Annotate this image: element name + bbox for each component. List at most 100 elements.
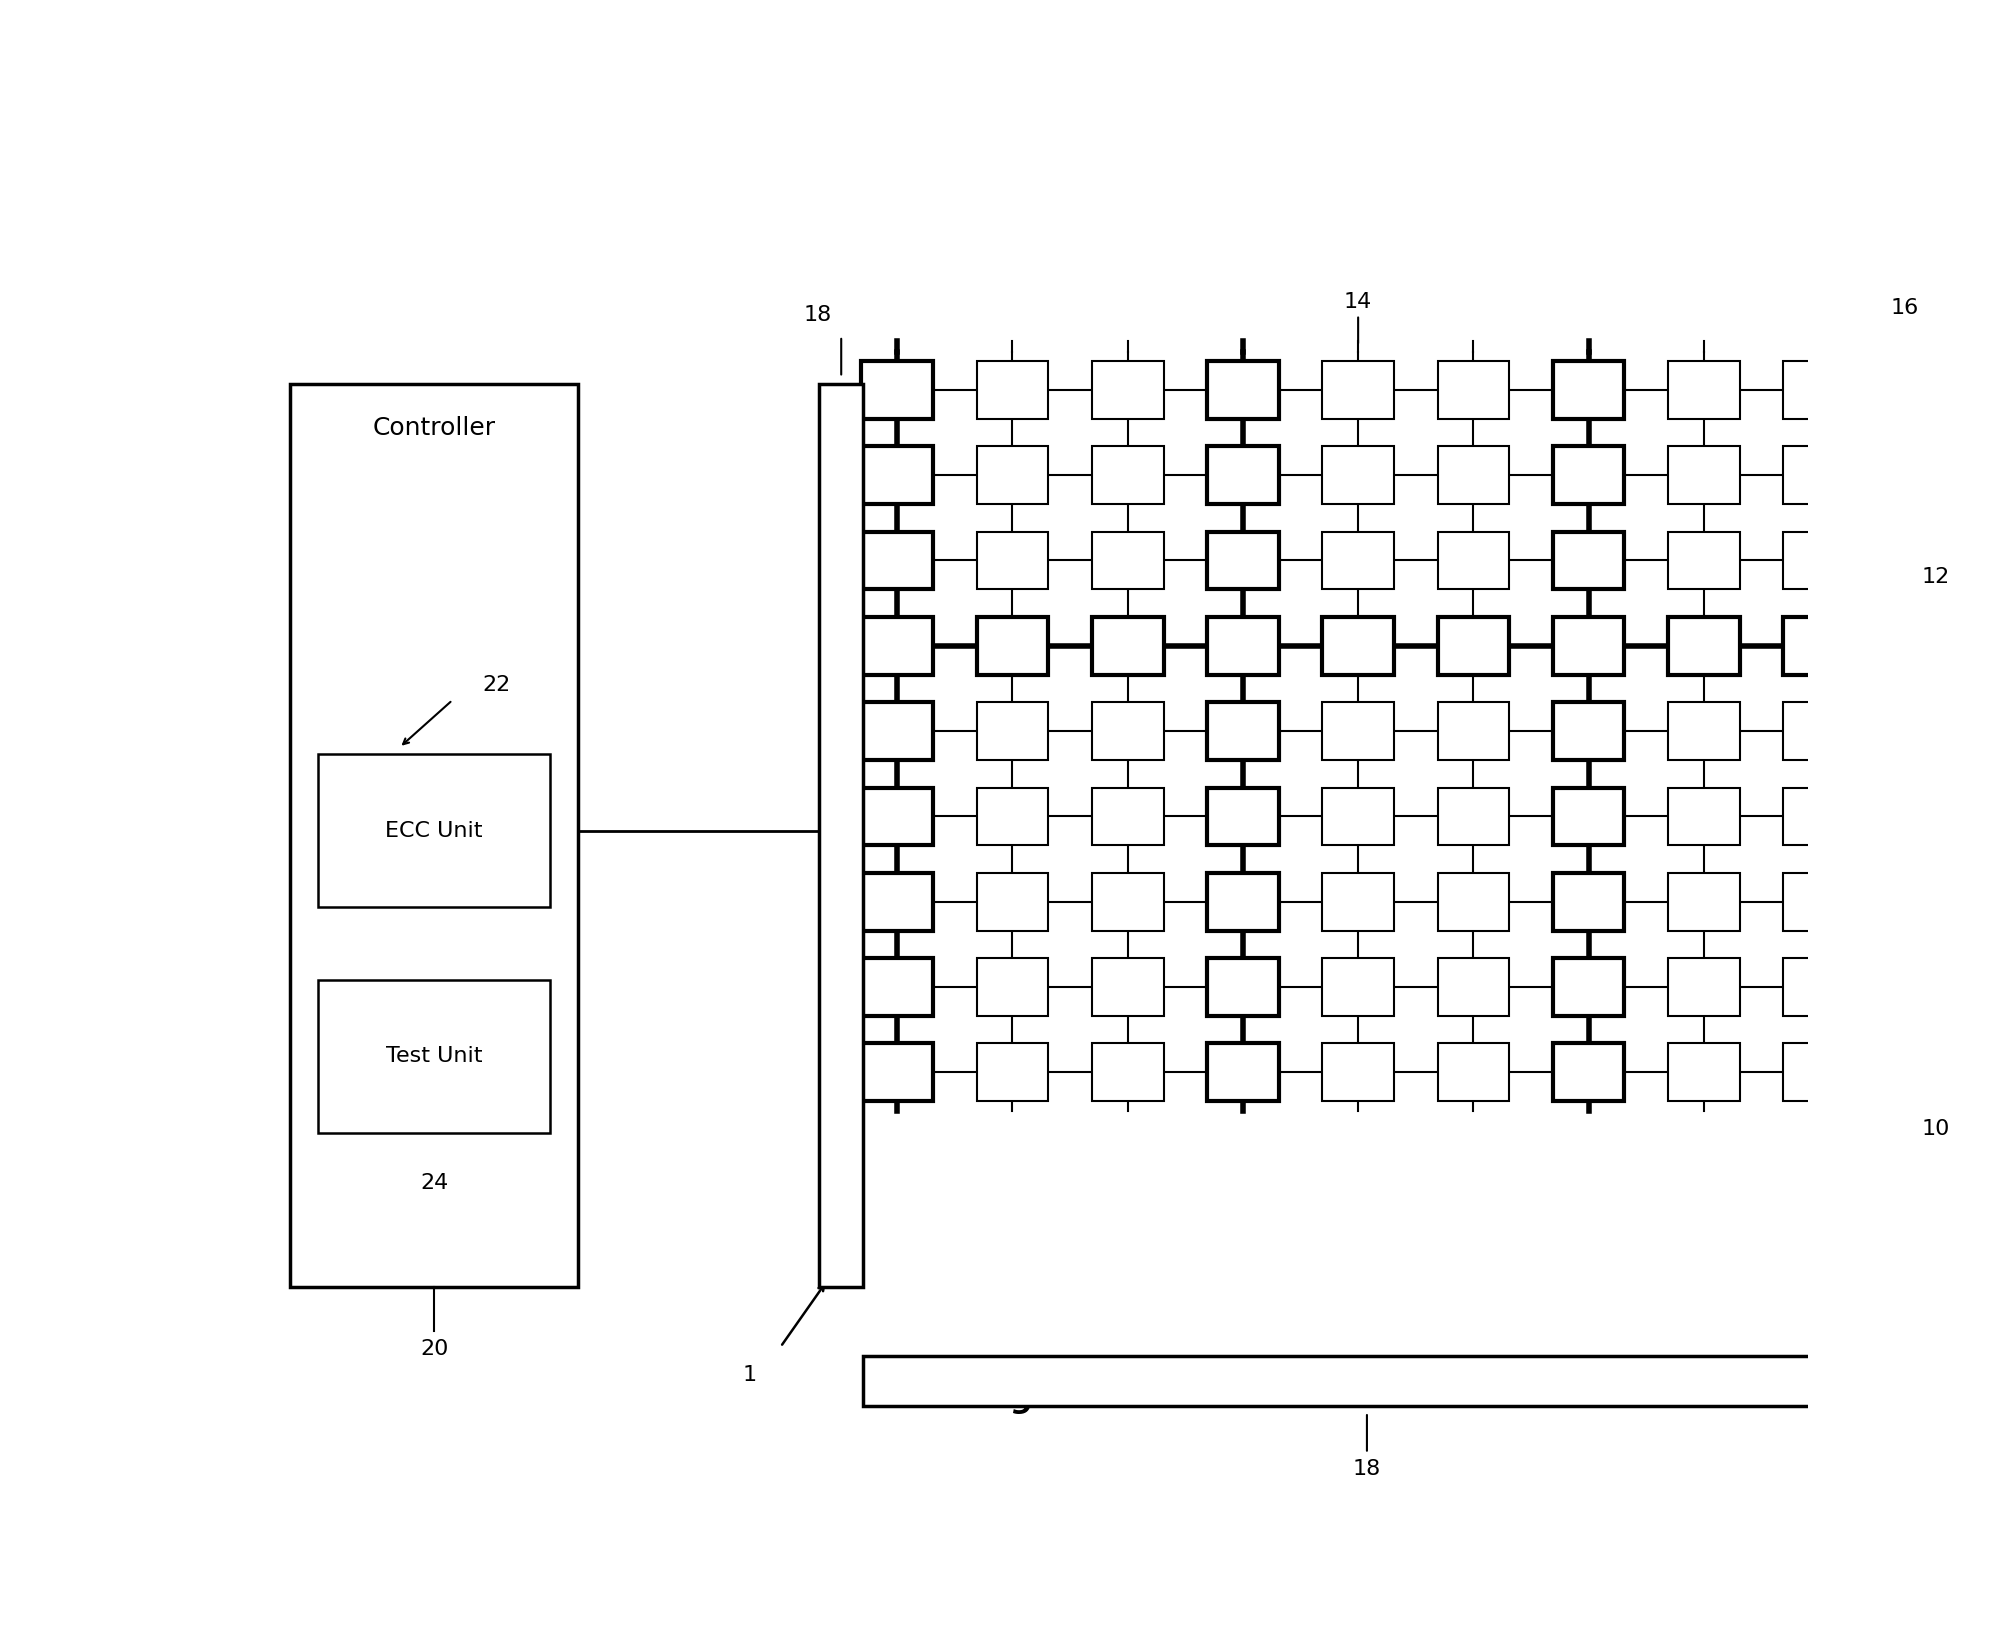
Bar <box>1093 617 1163 674</box>
Bar <box>862 873 932 930</box>
Bar <box>1093 362 1163 419</box>
Bar <box>1438 531 1509 590</box>
Bar <box>1438 446 1509 503</box>
Bar <box>1667 446 1740 503</box>
Bar <box>1207 446 1278 503</box>
Text: 24: 24 <box>420 1173 448 1194</box>
Bar <box>1784 446 1854 503</box>
Bar <box>289 384 579 1287</box>
Text: Controller: Controller <box>372 415 496 440</box>
Text: ECC Unit: ECC Unit <box>386 821 482 841</box>
Bar <box>1784 873 1854 930</box>
Bar <box>1784 617 1854 674</box>
Bar <box>1667 873 1740 930</box>
Bar <box>1322 446 1394 503</box>
Bar <box>1667 1044 1740 1101</box>
Bar <box>1553 531 1625 590</box>
Bar <box>1553 446 1625 503</box>
Bar <box>1784 362 1854 419</box>
Bar <box>1784 531 1854 590</box>
Text: 1: 1 <box>741 1365 757 1385</box>
Bar <box>976 1044 1049 1101</box>
Bar <box>1207 1044 1278 1101</box>
Bar <box>1093 702 1163 761</box>
Bar <box>1207 362 1278 419</box>
Text: 14: 14 <box>1344 292 1372 313</box>
Bar <box>1438 617 1509 674</box>
Bar <box>1322 873 1394 930</box>
Bar <box>976 958 1049 1016</box>
Bar <box>1093 531 1163 590</box>
Bar <box>1322 702 1394 761</box>
Bar <box>1784 787 1854 845</box>
Bar <box>976 617 1049 674</box>
Text: 22: 22 <box>482 674 510 696</box>
Bar <box>1667 702 1740 761</box>
Bar <box>862 958 932 1016</box>
Bar <box>1784 702 1854 761</box>
Bar <box>862 362 932 419</box>
Bar <box>976 873 1049 930</box>
Bar <box>1093 873 1163 930</box>
Bar <box>1553 787 1625 845</box>
Bar <box>862 787 932 845</box>
Bar <box>317 979 550 1134</box>
Bar <box>1438 1044 1509 1101</box>
Bar <box>976 702 1049 761</box>
Bar <box>1438 958 1509 1016</box>
Bar <box>1553 873 1625 930</box>
Bar <box>1093 787 1163 845</box>
Bar <box>976 787 1049 845</box>
Bar <box>1322 362 1394 419</box>
Text: 18: 18 <box>804 305 832 324</box>
Bar <box>317 754 550 907</box>
Bar <box>1322 617 1394 674</box>
Bar <box>1438 787 1509 845</box>
Bar <box>976 446 1049 503</box>
Bar <box>1207 531 1278 590</box>
Text: 12: 12 <box>1923 567 1951 586</box>
Bar <box>1207 958 1278 1016</box>
Bar <box>820 384 864 1287</box>
Bar <box>1322 531 1394 590</box>
Bar <box>862 1044 932 1101</box>
Text: Fig. 1: Fig. 1 <box>980 1385 1079 1414</box>
Bar <box>1438 702 1509 761</box>
Bar <box>976 362 1049 419</box>
Bar <box>862 702 932 761</box>
Bar <box>1553 362 1625 419</box>
Bar <box>1093 446 1163 503</box>
Bar <box>864 1355 1870 1406</box>
Bar <box>1438 873 1509 930</box>
Bar <box>1553 1044 1625 1101</box>
Bar <box>1553 617 1625 674</box>
Bar <box>1322 1044 1394 1101</box>
Bar <box>1322 958 1394 1016</box>
Bar <box>1207 787 1278 845</box>
Bar <box>1093 958 1163 1016</box>
Bar <box>1553 702 1625 761</box>
Bar <box>862 446 932 503</box>
Bar <box>1784 958 1854 1016</box>
Bar <box>1553 958 1625 1016</box>
Bar <box>1207 617 1278 674</box>
Bar <box>1093 1044 1163 1101</box>
Text: 16: 16 <box>1890 298 1919 318</box>
Bar <box>862 617 932 674</box>
Bar <box>1667 531 1740 590</box>
Bar <box>1667 362 1740 419</box>
Text: Test Unit: Test Unit <box>386 1046 482 1067</box>
Bar <box>1667 617 1740 674</box>
Bar <box>1667 958 1740 1016</box>
Bar <box>1322 787 1394 845</box>
Bar <box>1784 1044 1854 1101</box>
Text: 18: 18 <box>1352 1458 1380 1479</box>
Bar <box>862 531 932 590</box>
Text: 10: 10 <box>1921 1119 1951 1139</box>
Bar <box>976 531 1049 590</box>
Bar <box>1207 702 1278 761</box>
Text: 20: 20 <box>420 1339 448 1360</box>
Bar <box>1438 362 1509 419</box>
Bar <box>1207 873 1278 930</box>
Bar <box>1667 787 1740 845</box>
